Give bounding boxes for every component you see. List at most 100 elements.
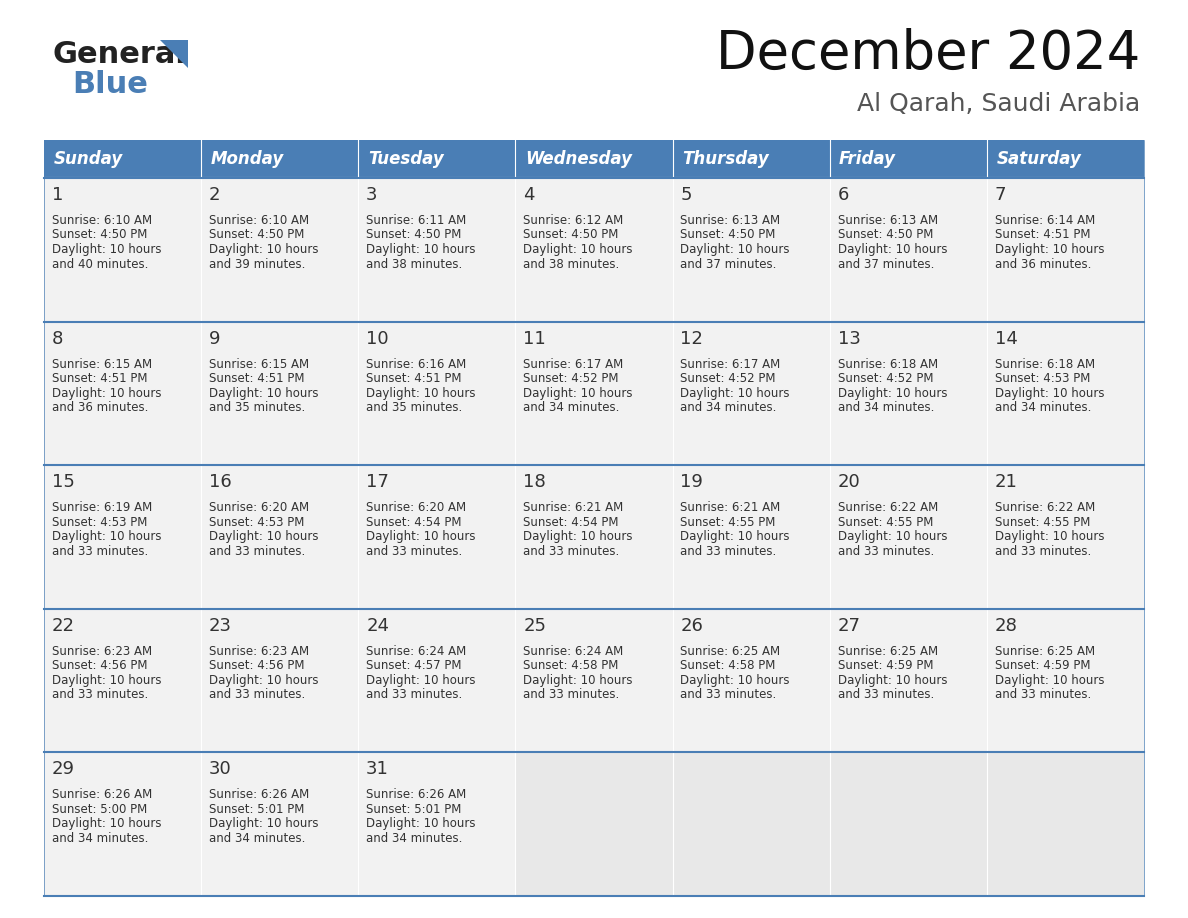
Text: Al Qarah, Saudi Arabia: Al Qarah, Saudi Arabia: [857, 92, 1140, 116]
Bar: [44, 321, 201, 465]
Text: Sunrise: 6:17 AM: Sunrise: 6:17 AM: [681, 358, 781, 371]
Text: Sunset: 4:50 PM: Sunset: 4:50 PM: [209, 229, 304, 241]
Text: 28: 28: [994, 617, 1018, 635]
Text: and 33 minutes.: and 33 minutes.: [52, 688, 148, 701]
Text: Sunrise: 6:18 AM: Sunrise: 6:18 AM: [838, 358, 937, 371]
Text: Sunset: 4:50 PM: Sunset: 4:50 PM: [52, 229, 147, 241]
Text: Sunset: 4:52 PM: Sunset: 4:52 PM: [838, 372, 933, 385]
Text: Sunrise: 6:25 AM: Sunrise: 6:25 AM: [838, 644, 937, 658]
Text: Sunset: 4:56 PM: Sunset: 4:56 PM: [52, 659, 147, 672]
Text: Sunset: 5:00 PM: Sunset: 5:00 PM: [52, 803, 147, 816]
Text: 13: 13: [838, 330, 860, 348]
Text: and 34 minutes.: and 34 minutes.: [209, 832, 305, 845]
Text: and 40 minutes.: and 40 minutes.: [52, 258, 148, 271]
Text: Daylight: 10 hours: Daylight: 10 hours: [523, 531, 633, 543]
Bar: [516, 140, 672, 178]
Bar: [987, 178, 1144, 321]
Text: Daylight: 10 hours: Daylight: 10 hours: [681, 386, 790, 399]
Bar: [359, 465, 516, 609]
Text: Sunset: 4:51 PM: Sunset: 4:51 PM: [52, 372, 147, 385]
Bar: [672, 465, 829, 609]
Text: Daylight: 10 hours: Daylight: 10 hours: [994, 531, 1104, 543]
Text: Daylight: 10 hours: Daylight: 10 hours: [52, 386, 162, 399]
Bar: [44, 753, 201, 896]
Bar: [201, 609, 359, 753]
Text: Friday: Friday: [839, 150, 896, 168]
Text: Daylight: 10 hours: Daylight: 10 hours: [681, 531, 790, 543]
Text: and 34 minutes.: and 34 minutes.: [838, 401, 934, 414]
Text: and 33 minutes.: and 33 minutes.: [209, 544, 305, 558]
Bar: [829, 321, 987, 465]
Text: 3: 3: [366, 186, 378, 204]
Text: 16: 16: [209, 473, 232, 491]
Text: Daylight: 10 hours: Daylight: 10 hours: [994, 386, 1104, 399]
Bar: [516, 609, 672, 753]
Text: and 33 minutes.: and 33 minutes.: [366, 544, 462, 558]
Text: Sunrise: 6:23 AM: Sunrise: 6:23 AM: [52, 644, 152, 658]
Text: Sunrise: 6:10 AM: Sunrise: 6:10 AM: [209, 214, 309, 227]
Text: Sunset: 4:54 PM: Sunset: 4:54 PM: [366, 516, 462, 529]
Text: and 34 minutes.: and 34 minutes.: [523, 401, 620, 414]
Text: Sunrise: 6:14 AM: Sunrise: 6:14 AM: [994, 214, 1095, 227]
Bar: [987, 321, 1144, 465]
Text: Daylight: 10 hours: Daylight: 10 hours: [366, 243, 475, 256]
Text: 1: 1: [52, 186, 63, 204]
Text: December 2024: December 2024: [715, 28, 1140, 80]
Polygon shape: [160, 40, 188, 68]
Text: Daylight: 10 hours: Daylight: 10 hours: [209, 386, 318, 399]
Text: 12: 12: [681, 330, 703, 348]
Bar: [829, 753, 987, 896]
Text: 24: 24: [366, 617, 390, 635]
Text: Sunset: 4:50 PM: Sunset: 4:50 PM: [523, 229, 619, 241]
Text: and 33 minutes.: and 33 minutes.: [994, 544, 1091, 558]
Bar: [201, 178, 359, 321]
Text: Daylight: 10 hours: Daylight: 10 hours: [994, 243, 1104, 256]
Text: Sunset: 4:58 PM: Sunset: 4:58 PM: [523, 659, 619, 672]
Text: 21: 21: [994, 473, 1018, 491]
Bar: [359, 178, 516, 321]
Text: Sunset: 4:53 PM: Sunset: 4:53 PM: [52, 516, 147, 529]
Text: Sunset: 4:53 PM: Sunset: 4:53 PM: [994, 372, 1091, 385]
Text: and 35 minutes.: and 35 minutes.: [209, 401, 305, 414]
Text: Sunset: 4:56 PM: Sunset: 4:56 PM: [209, 659, 304, 672]
Text: Sunrise: 6:11 AM: Sunrise: 6:11 AM: [366, 214, 467, 227]
Bar: [44, 140, 201, 178]
Text: Thursday: Thursday: [682, 150, 769, 168]
Text: Daylight: 10 hours: Daylight: 10 hours: [209, 817, 318, 831]
Text: Daylight: 10 hours: Daylight: 10 hours: [681, 674, 790, 687]
Text: Sunrise: 6:10 AM: Sunrise: 6:10 AM: [52, 214, 152, 227]
Text: Sunrise: 6:18 AM: Sunrise: 6:18 AM: [994, 358, 1095, 371]
Text: Daylight: 10 hours: Daylight: 10 hours: [838, 386, 947, 399]
Text: 17: 17: [366, 473, 388, 491]
Text: Daylight: 10 hours: Daylight: 10 hours: [838, 674, 947, 687]
Text: 22: 22: [52, 617, 75, 635]
Text: Sunset: 4:58 PM: Sunset: 4:58 PM: [681, 659, 776, 672]
Text: Daylight: 10 hours: Daylight: 10 hours: [523, 243, 633, 256]
Text: Sunset: 5:01 PM: Sunset: 5:01 PM: [366, 803, 461, 816]
Text: 23: 23: [209, 617, 232, 635]
Bar: [44, 609, 201, 753]
Text: Sunrise: 6:26 AM: Sunrise: 6:26 AM: [52, 789, 152, 801]
Text: and 33 minutes.: and 33 minutes.: [52, 544, 148, 558]
Text: Daylight: 10 hours: Daylight: 10 hours: [523, 386, 633, 399]
Text: Sunset: 4:52 PM: Sunset: 4:52 PM: [681, 372, 776, 385]
Bar: [516, 321, 672, 465]
Text: Sunrise: 6:24 AM: Sunrise: 6:24 AM: [366, 644, 467, 658]
Text: 26: 26: [681, 617, 703, 635]
Text: Sunrise: 6:17 AM: Sunrise: 6:17 AM: [523, 358, 624, 371]
Bar: [44, 178, 201, 321]
Bar: [359, 753, 516, 896]
Text: Sunset: 4:50 PM: Sunset: 4:50 PM: [366, 229, 461, 241]
Text: Sunset: 4:54 PM: Sunset: 4:54 PM: [523, 516, 619, 529]
Bar: [672, 140, 829, 178]
Text: Sunrise: 6:21 AM: Sunrise: 6:21 AM: [523, 501, 624, 514]
Text: Sunset: 5:01 PM: Sunset: 5:01 PM: [209, 803, 304, 816]
Text: Sunrise: 6:20 AM: Sunrise: 6:20 AM: [366, 501, 466, 514]
Text: Sunset: 4:57 PM: Sunset: 4:57 PM: [366, 659, 462, 672]
Text: Daylight: 10 hours: Daylight: 10 hours: [52, 531, 162, 543]
Text: Wednesday: Wednesday: [525, 150, 632, 168]
Bar: [829, 178, 987, 321]
Text: Monday: Monday: [210, 150, 284, 168]
Text: 6: 6: [838, 186, 849, 204]
Text: 18: 18: [523, 473, 546, 491]
